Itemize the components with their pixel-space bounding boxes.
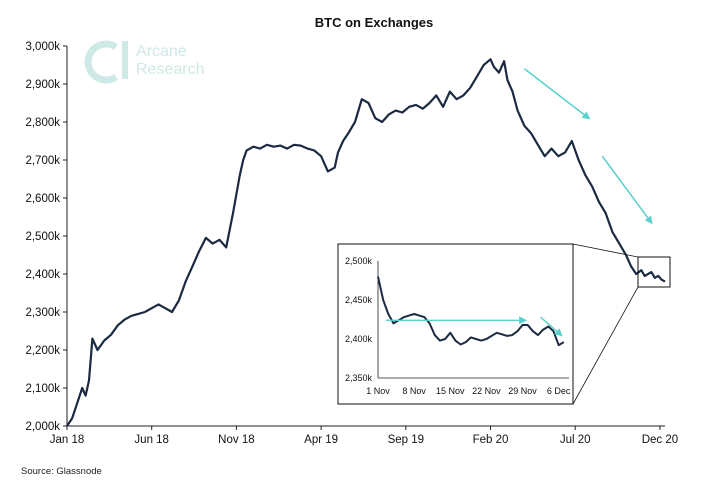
zoom-indicator <box>572 243 671 405</box>
logo: Arcane Research <box>84 40 204 84</box>
logo-text-line1: Arcane <box>136 43 187 60</box>
btc-exchange-line <box>66 58 666 427</box>
y-tick-label: 2,500k <box>25 231 60 243</box>
inset-x-tick-label: 15 Nov <box>436 386 465 396</box>
main-x-ticks: Jan 18 Jun 18 Nov 18 Apr 19 Sep 19 Feb 20 Jul … <box>50 426 678 446</box>
source-note: Source: Glassnode <box>21 466 102 477</box>
y-tick-label: 2,000k <box>25 421 60 433</box>
y-tick-label: 3,000k <box>25 41 60 53</box>
y-tick-label: 2,900k <box>25 79 60 91</box>
inset-x-tick-label: 1 Nov <box>366 386 390 396</box>
y-tick-label: 2,800k <box>25 117 60 129</box>
inset-x-tick-label: 6 Dec <box>547 386 571 396</box>
x-tick-label: Jun 18 <box>134 434 169 446</box>
inset-series <box>377 276 565 347</box>
inset-y-tick-label: 2,500k <box>345 256 373 266</box>
inset-y-ticks: 2,350k 2,400k 2,450k 2,500k <box>345 256 373 383</box>
y-tick-label: 2,700k <box>25 155 60 167</box>
trend-arrow <box>523 68 591 120</box>
logo-text-line2: Research <box>136 61 204 78</box>
x-tick-label: Jul 20 <box>560 434 591 446</box>
x-tick-label: Nov 18 <box>218 434 254 446</box>
y-tick-label: 2,400k <box>25 269 60 281</box>
x-tick-label: Apr 19 <box>304 434 338 446</box>
x-tick-label: Sep 19 <box>388 434 424 446</box>
inset-x-tick-label: 22 Nov <box>472 386 501 396</box>
inset-x-tick-label: 29 Nov <box>508 386 537 396</box>
zoom-connector-top <box>572 243 639 258</box>
inset-x-ticks: 1 Nov 8 Nov 15 Nov 22 Nov 29 Nov 6 Dec <box>366 386 571 396</box>
y-tick-label: 2,300k <box>25 307 60 319</box>
y-tick-label: 2,200k <box>25 345 60 357</box>
inset-arrows <box>385 316 563 337</box>
x-tick-label: Jan 18 <box>50 434 85 446</box>
zoom-box <box>637 256 671 288</box>
arcane-logo-icon <box>84 40 128 84</box>
x-tick-label: Feb 20 <box>473 434 509 446</box>
inset-trend-arrow <box>540 316 563 337</box>
chart-title: BTC on Exchanges <box>315 15 433 30</box>
inset-y-tick-label: 2,350k <box>345 373 373 383</box>
inset-x-tick-label: 8 Nov <box>402 386 426 396</box>
inset-y-tick-label: 2,450k <box>345 295 373 305</box>
y-tick-label: 2,600k <box>25 193 60 205</box>
y-tick-label: 2,100k <box>25 383 60 395</box>
x-tick-label: Dec 20 <box>642 434 678 446</box>
main-series <box>66 58 666 427</box>
inset-y-tick-label: 2,400k <box>345 334 373 344</box>
zoom-connector-bottom <box>572 286 639 405</box>
trend-arrow <box>601 155 653 225</box>
inset-frame <box>337 243 574 405</box>
inset-btc-line <box>377 276 565 347</box>
main-arrows <box>523 68 653 225</box>
inset-border <box>337 243 574 405</box>
main-y-ticks: 2,000k 2,100k 2,200k 2,300k 2,400k 2,500k 2,60… <box>25 41 67 433</box>
